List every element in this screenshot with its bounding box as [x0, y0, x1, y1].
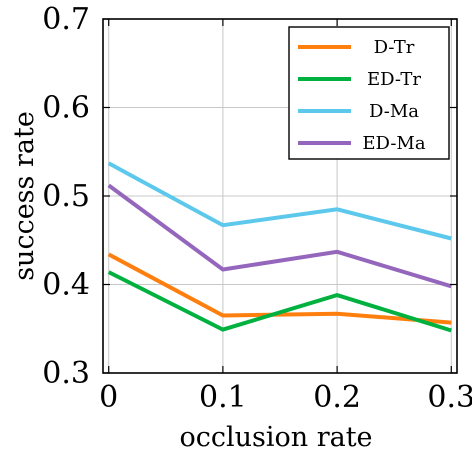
series-line-d-ma — [107, 161, 452, 241]
y-axis-title: success rate — [9, 111, 40, 281]
series-line-ed-tr — [107, 270, 452, 333]
x-tick-label: 0.1 — [199, 380, 247, 415]
y-tick-label: 0.5 — [42, 179, 90, 214]
legend: D-Tr ED-Tr D-Ma ED-Ma — [288, 26, 450, 160]
legend-label-ed-ma: ED-Ma — [362, 133, 425, 154]
legend-label-d-tr: D-Tr — [374, 37, 415, 58]
x-axis-title: occlusion rate — [179, 422, 372, 453]
x-tick-labels: 0 0.1 0.2 0.3 — [99, 380, 472, 415]
y-tick-label: 0.4 — [42, 268, 90, 303]
axis-ticks — [103, 18, 457, 374]
y-tick-label: 0.7 — [42, 2, 90, 37]
series-lines — [107, 161, 452, 333]
x-tick-label: 0.2 — [313, 380, 361, 415]
x-tick-label: 0.3 — [427, 380, 472, 415]
series-line-ed-ma — [107, 183, 452, 289]
legend-label-ed-tr: ED-Tr — [367, 69, 421, 90]
y-tick-label: 0.3 — [42, 356, 90, 391]
series-line-d-tr — [107, 252, 452, 325]
legend-label-d-ma: D-Ma — [369, 101, 419, 122]
x-tick-label: 0 — [99, 380, 118, 415]
y-tick-label: 0.6 — [42, 91, 90, 126]
y-tick-labels: 0.3 0.4 0.5 0.6 0.7 — [42, 2, 90, 391]
